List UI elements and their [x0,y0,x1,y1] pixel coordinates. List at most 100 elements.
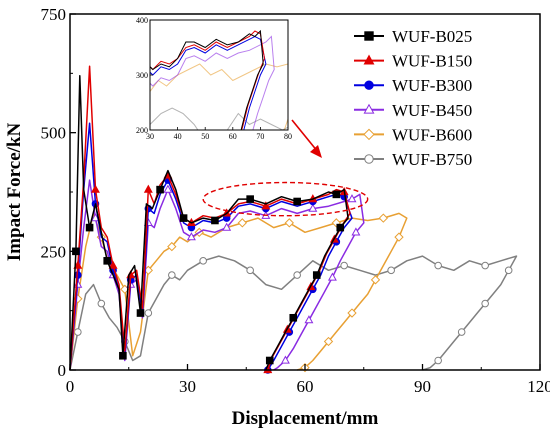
inset-background [150,20,288,130]
inset-x-tick-label: 60 [229,132,237,141]
x-tick-label: 0 [66,377,75,396]
data-point [284,218,295,228]
data-point [434,261,442,270]
data-point [136,309,145,317]
y-tick-label: 0 [58,361,67,380]
data-point [327,272,337,281]
data-point [199,257,207,265]
data-point [378,213,389,223]
data-point [90,184,100,193]
data-point [289,313,298,322]
inset-line-wuf-b300 [150,35,267,130]
legend-item-wuf-b150: WUF-B150 [354,52,472,71]
data-point [237,218,248,228]
data-point [340,261,348,270]
data-point [108,260,118,269]
inset-series-group [150,29,288,130]
data-point [308,203,318,212]
legend-item-wuf-b600: WUF-B600 [354,125,472,144]
series-wuf-b600 [69,212,408,373]
data-point [323,336,334,347]
legend-marker [364,80,374,90]
y-tick-label: 500 [41,124,67,143]
legend: WUF-B025 WUF-B150 WUF-B300 WUF-B450 WUF-B600… [354,27,472,169]
series-line-wuf-b600 [69,212,408,371]
data-point [261,201,271,210]
legend-marker [363,128,375,141]
inset-x-tick-label: 80 [284,132,292,141]
data-point [347,308,357,318]
data-point [280,355,290,364]
data-point [143,184,153,193]
data-point [293,197,301,206]
series-wuf-b300 [69,122,353,374]
data-point [332,190,341,199]
legend-item-wuf-b025: WUF-B025 [354,27,472,46]
inset-chart: 30 40 50 60 70 80 200 300 400 [136,16,292,141]
data-point [73,260,83,269]
legend-label: WUF-B150 [392,52,472,71]
data-point [457,328,466,336]
legend-marker [363,103,375,114]
main-series-group [69,65,518,374]
series-line-wuf-b300 [69,122,353,371]
data-point [167,241,177,252]
y-tick-label: 250 [41,242,67,261]
annotation-arrow-head [310,145,322,158]
legend-label: WUF-B600 [392,125,472,144]
data-point [144,309,153,317]
data-point [246,266,254,275]
data-point [265,356,274,365]
y-axis-title: Impact Force/kN [4,123,25,262]
x-tick-label: 30 [179,377,196,396]
x-tick-label: 120 [527,377,550,396]
data-point [163,184,173,193]
data-point [347,194,357,203]
annotation-group [202,119,369,217]
x-tick-label: 60 [297,377,314,396]
inset-x-tick-label: 50 [201,132,209,141]
highlight-ellipse [202,181,369,217]
inset-x-tick-label: 30 [146,132,154,141]
legend-label: WUF-B450 [392,101,472,120]
data-point [370,275,381,285]
data-point [394,232,404,242]
annotation-arrow-line [291,119,319,153]
data-point [481,261,489,270]
data-point [434,356,442,365]
y-tick-label: 750 [41,5,67,24]
legend-marker [363,54,375,65]
data-point [351,227,361,236]
legend-item-wuf-b450: WUF-B450 [354,101,472,120]
legend-label: WUF-B300 [392,76,472,95]
legend-label: WUF-B750 [392,150,472,169]
data-point [336,223,345,232]
data-point [119,351,127,360]
data-point [387,266,395,275]
data-point [246,195,254,203]
data-point [504,266,513,275]
series-line-wuf-b450 [69,179,365,371]
inset-line-wuf-b025 [150,29,264,130]
inset-line-wuf-b600 [150,63,288,130]
data-point [168,271,176,279]
inset-y-tick-label: 400 [136,16,148,25]
data-point [156,185,164,194]
legend-label: WUF-B025 [392,27,472,46]
data-point [222,222,232,231]
legend-marker [364,31,374,41]
inset-y-tick-label: 200 [136,126,148,135]
inset-line-wuf-b750 [150,107,288,130]
inset-line-wuf-b450 [150,35,275,130]
data-point [481,299,489,308]
data-point [211,216,219,225]
series-wuf-b750 [69,255,518,371]
inset-x-tick-label: 40 [174,132,182,141]
data-point [293,271,301,279]
ticks-group: 0 30 60 90 120 0 250 500 750 [41,5,550,396]
data-point [304,315,314,324]
x-tick-label: 90 [414,377,431,396]
data-point [85,223,94,232]
series-wuf-b450 [69,179,365,371]
